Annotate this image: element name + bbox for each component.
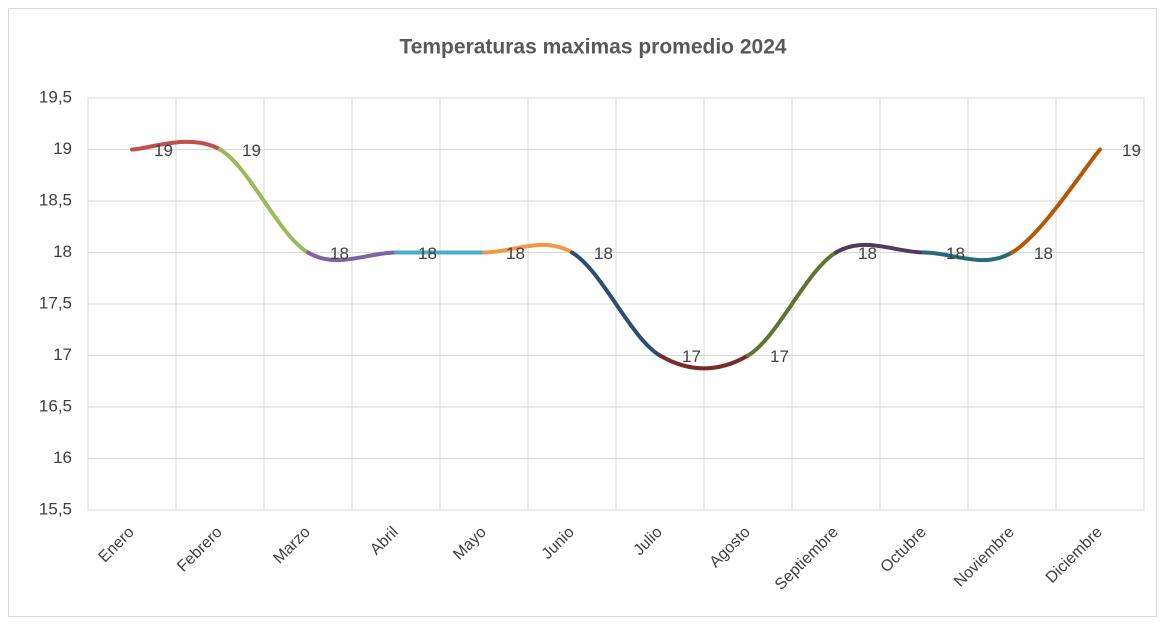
data-label: 19	[242, 141, 261, 160]
line-segment	[482, 242, 574, 255]
y-tick-label: 17	[53, 345, 72, 364]
data-label: 18	[506, 244, 525, 263]
data-label: 18	[1034, 244, 1053, 263]
line-segment	[130, 139, 222, 152]
data-label: 18	[418, 244, 437, 263]
y-tick-label: 16,5	[39, 396, 72, 415]
line-segment	[658, 353, 750, 371]
line-segment	[570, 250, 662, 358]
data-label: 17	[682, 347, 701, 366]
line-segment	[1010, 147, 1102, 255]
y-tick-label: 18,5	[39, 190, 72, 209]
y-tick-label: 15,5	[39, 499, 72, 518]
data-label: 18	[946, 244, 965, 263]
y-tick-label: 18	[53, 242, 72, 261]
data-label: 19	[154, 141, 173, 160]
data-label: 18	[594, 244, 613, 263]
y-tick-label: 17,5	[39, 293, 72, 312]
y-tick-label: 19,5	[39, 87, 72, 106]
data-label: 19	[1122, 141, 1141, 160]
chart-title: Temperaturas maximas promedio 2024	[399, 36, 786, 59]
data-label: 18	[858, 244, 877, 263]
data-label: 18	[330, 244, 349, 263]
data-label: 17	[770, 347, 789, 366]
line-segment	[922, 250, 1014, 263]
line-segment	[218, 147, 310, 255]
line-segment	[306, 250, 398, 263]
chart-border	[8, 8, 1157, 617]
line-segment	[746, 250, 838, 358]
y-tick-label: 16	[53, 448, 72, 467]
line-segment	[834, 242, 926, 255]
y-tick-label: 19	[53, 139, 72, 158]
